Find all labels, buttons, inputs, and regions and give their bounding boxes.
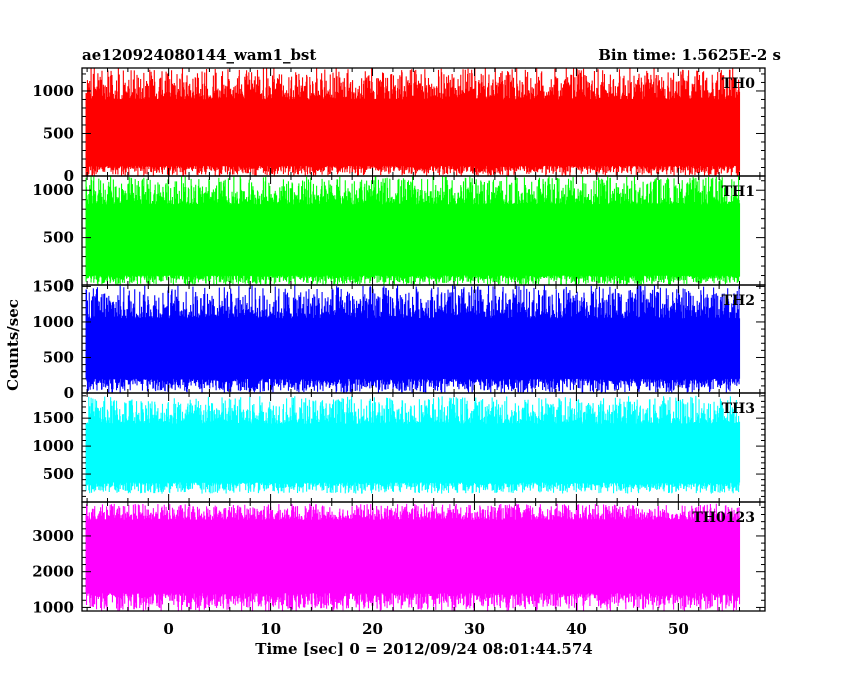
x-tick-label: 20 bbox=[362, 620, 383, 638]
panel-label-th3: TH3 bbox=[722, 401, 755, 417]
y-axis-title: Counts/sec bbox=[4, 299, 22, 391]
panel-th1: 0 500 1000 TH1 bbox=[32, 175, 766, 294]
y-tick-label: 1000 bbox=[32, 598, 74, 616]
series-band-th1 bbox=[86, 204, 740, 276]
x-axis-title: Time [sec] 0 = 2012/09/24 08:01:44.574 bbox=[255, 640, 592, 658]
panel-label-th1: TH1 bbox=[722, 184, 755, 200]
y-tick-label: 500 bbox=[43, 348, 74, 366]
x-tick-label: 0 bbox=[163, 620, 173, 638]
bin-time-label: Bin time: 1.5625E-2 s bbox=[598, 46, 781, 64]
panel-th2: 0 500 1000 1500 TH2 bbox=[32, 277, 766, 402]
y-tick-label: 1000 bbox=[32, 313, 74, 331]
panel-th3: 500 1000 1500 TH3 bbox=[32, 392, 766, 503]
y-tick-label: 2000 bbox=[32, 563, 74, 581]
series-band-th0 bbox=[86, 99, 740, 166]
x-tick-label: 10 bbox=[260, 620, 281, 638]
panel-label-th0123: TH0123 bbox=[692, 510, 755, 526]
panel-th0: 0 500 1000 TH0 bbox=[32, 67, 766, 185]
y-tick-label: 1000 bbox=[32, 437, 74, 455]
panel-th0123: 1000 2000 3000 TH0123 bbox=[32, 501, 766, 616]
y-tick-label: 500 bbox=[43, 465, 74, 483]
y-tick-label: 500 bbox=[43, 229, 74, 247]
x-tick-label: 30 bbox=[464, 620, 485, 638]
y-tick-label: 1000 bbox=[32, 82, 74, 100]
x-tick-label: 40 bbox=[566, 620, 587, 638]
y-tick-label: 500 bbox=[43, 124, 74, 142]
x-tick-label: 50 bbox=[668, 620, 689, 638]
y-tick-label: 0 bbox=[64, 167, 74, 185]
y-tick-label: 0 bbox=[64, 276, 74, 294]
y-tick-label: 3000 bbox=[32, 527, 74, 545]
y-tick-label: 0 bbox=[64, 384, 74, 402]
panel-label-th0: TH0 bbox=[722, 76, 756, 92]
y-tick-label: 1500 bbox=[32, 277, 74, 295]
panel-frame bbox=[81, 501, 766, 612]
y-tick-label: 1500 bbox=[32, 409, 74, 427]
series-band-th2 bbox=[86, 318, 740, 379]
panel-label-th2: TH2 bbox=[722, 293, 755, 309]
series-band-th0123 bbox=[86, 519, 740, 594]
y-tick-label: 1000 bbox=[32, 181, 74, 199]
plot-title: ae120924080144_wam1_bst bbox=[82, 46, 316, 64]
series-band-th3 bbox=[86, 423, 740, 483]
